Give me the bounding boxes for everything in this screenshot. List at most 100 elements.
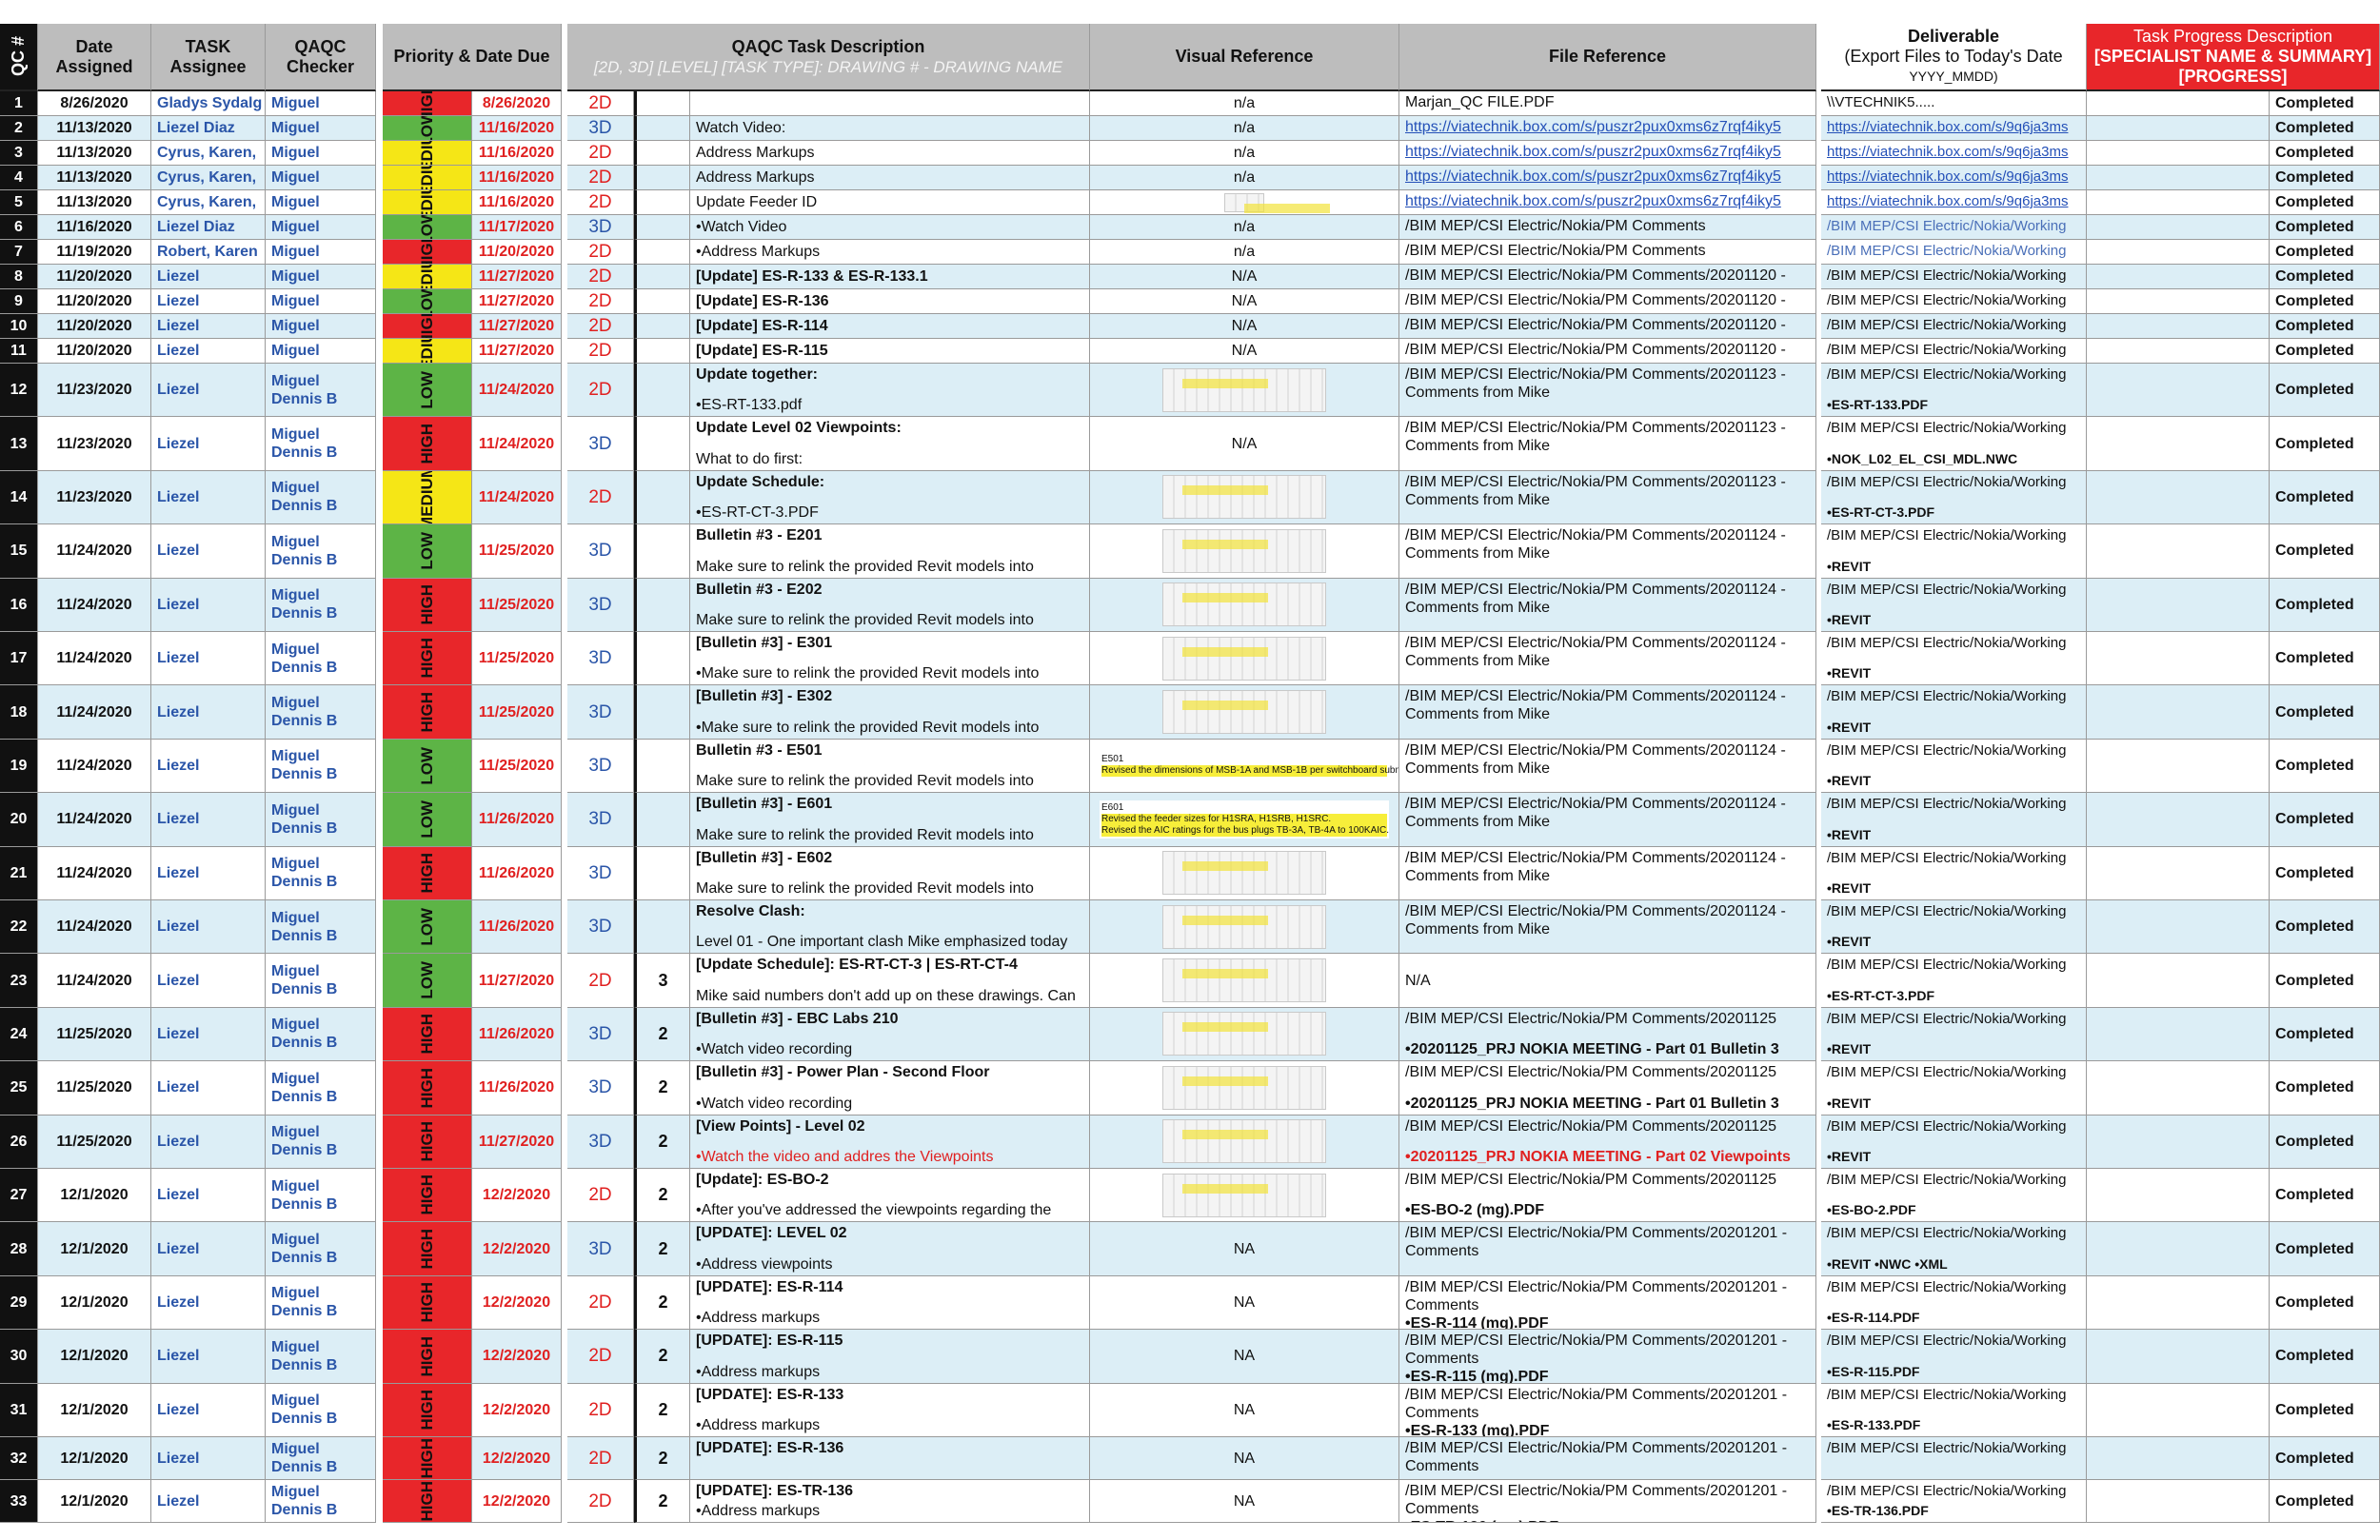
deliverable-line[interactable]: https://viatechnik.box.com/s/9q6ja3ms xyxy=(1827,144,2069,160)
priority-text: LOW xyxy=(418,215,436,240)
description: [UPDATE]: LEVEL 02 •Address viewpoints xyxy=(690,1222,1090,1276)
description-line: [Bulletin #3] - EBC Labs 210 xyxy=(696,1010,899,1027)
deliverable: /BIM MEP/CSI Electric/Nokia/Working •ES-R… xyxy=(1821,364,2087,418)
task-type: 2D xyxy=(567,1169,634,1223)
deliverable-line: /BIM MEP/CSI Electric/Nokia/Working xyxy=(1827,1064,2067,1081)
status: Completed xyxy=(2270,265,2380,289)
priority-text: MEDIUM xyxy=(418,339,436,363)
description-line: •Address Markups xyxy=(696,244,821,260)
status-text: Completed xyxy=(2275,244,2354,260)
priority: HIGH xyxy=(383,1330,472,1384)
checker-name: Miguel xyxy=(271,145,320,161)
file-line: Comments from Mike xyxy=(1405,760,1551,777)
file-line[interactable]: https://viatechnik.box.com/s/puszr2pux0x… xyxy=(1405,144,1781,160)
priority-text: LOW xyxy=(418,961,436,999)
progress-notes xyxy=(2087,116,2270,141)
assignee-text: Liezel xyxy=(157,1240,200,1257)
progress-notes xyxy=(2087,265,2270,289)
description: [Bulletin #3] - E602 Make sure to relink … xyxy=(690,846,1090,900)
description-line: [UPDATE]: ES-R-136 xyxy=(696,1440,844,1456)
progress-notes xyxy=(2087,1115,2270,1169)
file-line[interactable]: https://viatechnik.box.com/s/puszr2pux0x… xyxy=(1405,168,1781,185)
visual-reference xyxy=(1090,1061,1399,1116)
priority: MEDIUM xyxy=(383,190,472,215)
date-assigned: 11/24/2020 xyxy=(38,578,151,632)
file-reference: /BIM MEP/CSI Electric/Nokia/PM Comments xyxy=(1399,215,1816,240)
description: [UPDATE]: ES-R-136 xyxy=(690,1437,1090,1480)
due-date: 11/26/2020 xyxy=(472,793,562,847)
date-text: 11/24/2020 xyxy=(56,596,132,613)
due-text: 11/25/2020 xyxy=(478,650,555,667)
qc-number-text: 8 xyxy=(14,268,23,285)
deliverable-line[interactable]: https://viatechnik.box.com/s/9q6ja3ms xyxy=(1827,193,2069,209)
assignee: Liezel xyxy=(151,470,266,525)
assignee-text: Robert, Karen xyxy=(157,244,258,260)
file-line: Comments from Mike xyxy=(1405,385,1551,401)
checker-name: Miguel xyxy=(271,1338,320,1355)
due-text: 12/2/2020 xyxy=(482,1240,551,1257)
status-text: Completed xyxy=(2275,318,2354,334)
file-line[interactable]: https://viatechnik.box.com/s/puszr2pux0x… xyxy=(1405,193,1781,209)
description-line: [UPDATE]: ES-R-114 xyxy=(696,1278,843,1295)
due-text: 8/26/2020 xyxy=(482,95,551,111)
due-date: 11/26/2020 xyxy=(472,1061,562,1116)
file-line: /BIM MEP/CSI Electric/Nokia/PM Comments/… xyxy=(1405,342,1786,358)
checker-name: Dennis B xyxy=(271,713,338,730)
progress-notes xyxy=(2087,470,2270,525)
visual-thumbnail xyxy=(1162,475,1326,520)
priority-text: LOW xyxy=(418,370,436,409)
status-text: Completed xyxy=(2275,1133,2354,1150)
priority-text: LOW xyxy=(418,800,436,839)
visual-reference xyxy=(1090,900,1399,955)
assignee: Liezel xyxy=(151,954,266,1008)
description-line: [Update] ES-R-115 xyxy=(696,343,828,359)
task-count: 2 xyxy=(634,1115,690,1169)
type-text: 2D xyxy=(588,93,612,113)
deliverable-line: /BIM MEP/CSI Electric/Nokia/Working xyxy=(1827,1278,2067,1295)
file-line: •ES-TR-136 (mg).PDF xyxy=(1405,1518,1810,1522)
due-date: 11/27/2020 xyxy=(472,265,562,289)
description: [UPDATE]: ES-R-114 •Address markups xyxy=(690,1275,1090,1331)
date-text: 11/24/2020 xyxy=(56,918,132,936)
deliverable-line: /BIM MEP/CSI Electric/Nokia/Working xyxy=(1827,1333,2067,1350)
deliverable: /BIM MEP/CSI Electric/Nokia/Working xyxy=(1821,1437,2087,1480)
file-line: •20201125_PRJ NOKIA MEETING - Part 02 Vi… xyxy=(1405,1148,1791,1165)
status-text: Completed xyxy=(2275,169,2354,186)
checker-name: Miguel xyxy=(271,1124,320,1141)
file-line[interactable]: https://viatechnik.box.com/s/puszr2pux0x… xyxy=(1405,119,1781,135)
due-text: 11/17/2020 xyxy=(478,219,555,235)
deliverable: /BIM MEP/CSI Electric/Nokia/Working xyxy=(1821,289,2087,314)
assignee: Liezel xyxy=(151,364,266,418)
due-text: 11/24/2020 xyxy=(478,435,555,452)
qc-number: 27 xyxy=(0,1169,38,1223)
description-line: [Bulletin #3] - E602 xyxy=(696,849,833,866)
task-count: 2 xyxy=(634,1383,690,1437)
date-text: 12/1/2020 xyxy=(60,1348,129,1365)
task-type: 2D xyxy=(567,1480,634,1523)
checker: Miguel Dennis B xyxy=(266,954,376,1008)
file-line: Comments from Mike xyxy=(1405,706,1551,723)
priority-text: HIGH xyxy=(418,638,436,679)
checker: Miguel xyxy=(266,166,376,190)
deliverable-line[interactable]: https://viatechnik.box.com/s/9q6ja3ms xyxy=(1827,119,2069,135)
qc-number: 14 xyxy=(0,470,38,525)
assignee: Liezel xyxy=(151,289,266,314)
assignee-text: Liezel xyxy=(157,382,200,399)
checker-name: Miguel xyxy=(271,856,320,873)
task-count: 2 xyxy=(634,1480,690,1523)
checker: Miguel Dennis B xyxy=(266,1275,376,1331)
priority-text: LOW xyxy=(418,289,436,314)
visual-text: NA xyxy=(1233,1293,1256,1311)
priority: LOW xyxy=(383,215,472,240)
qc-number-text: 29 xyxy=(10,1293,28,1311)
visual-reference xyxy=(1090,524,1399,579)
status: Completed xyxy=(2270,470,2380,525)
qc-number-text: 26 xyxy=(10,1133,28,1150)
file-reference: /BIM MEP/CSI Electric/Nokia/PM Comments/… xyxy=(1399,470,1816,525)
file-reference: /BIM MEP/CSI Electric/Nokia/PM Comments/… xyxy=(1399,578,1816,632)
deliverable-line[interactable]: https://viatechnik.box.com/s/9q6ja3ms xyxy=(1827,168,2069,185)
checker: Miguel Dennis B xyxy=(266,1437,376,1480)
progress-notes xyxy=(2087,364,2270,418)
date-assigned: 11/24/2020 xyxy=(38,793,151,847)
progress-notes xyxy=(2087,1275,2270,1331)
